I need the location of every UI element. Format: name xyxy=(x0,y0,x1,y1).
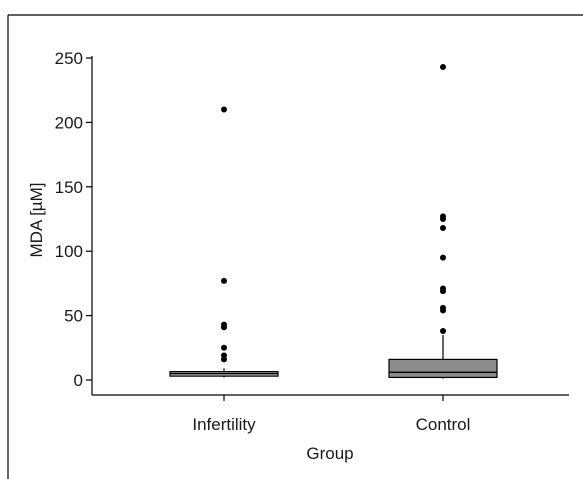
y-tick-label: 150 xyxy=(55,178,83,197)
y-tick-label: 100 xyxy=(55,242,83,261)
outlier-point xyxy=(221,344,227,351)
outlier-point xyxy=(440,254,446,261)
y-tick-label: 0 xyxy=(74,371,83,390)
x-tick-label: Infertility xyxy=(192,415,256,434)
y-tick-label: 200 xyxy=(55,113,83,132)
outlier-point xyxy=(440,328,446,335)
x-tick-label: Control xyxy=(416,415,471,434)
iqr-box xyxy=(388,358,498,379)
y-axis-title: MDA [µM] xyxy=(27,183,46,258)
y-axis-ticks: 0 50 100 150 200 250 xyxy=(55,49,92,390)
y-tick-label: 250 xyxy=(55,49,83,68)
x-axis-title: Group xyxy=(306,444,353,463)
boxes xyxy=(169,64,498,379)
y-tick-label: 50 xyxy=(64,307,83,326)
outlier-point xyxy=(440,213,446,220)
outlier-point xyxy=(221,106,227,113)
outlier-point xyxy=(221,321,227,328)
box-group-control xyxy=(388,64,498,379)
x-axis-ticks: Infertility Control xyxy=(192,395,470,434)
outlier-point xyxy=(440,304,446,311)
outlier-point xyxy=(440,285,446,292)
box-group-infertility xyxy=(169,106,279,378)
outlier-point xyxy=(440,64,446,71)
outlier-point xyxy=(440,225,446,232)
outlier-point xyxy=(221,277,227,284)
outlier-point xyxy=(221,352,227,359)
